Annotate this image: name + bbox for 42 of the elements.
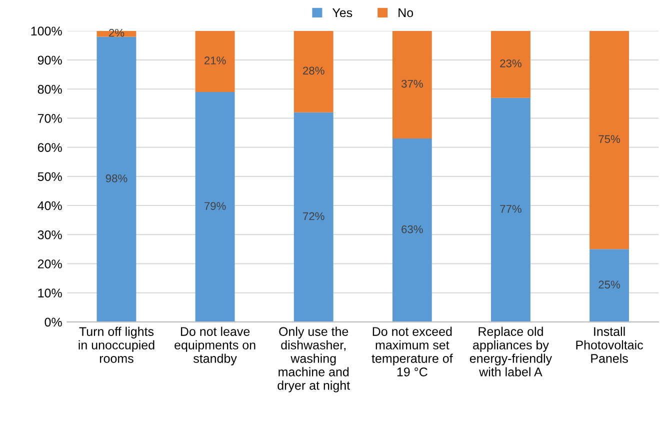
x-tick-label: Install Photovoltaic Panels — [576, 326, 643, 363]
y-tick-label: 70% — [38, 114, 62, 123]
y-tick-label: 50% — [38, 172, 62, 182]
data-label: 79% — [204, 202, 226, 210]
x-tick-label: Do not leave equipments on standby — [174, 326, 256, 366]
bar — [392, 30, 432, 139]
data-label: 28% — [303, 66, 324, 75]
data-label: 72% — [303, 212, 324, 220]
bar — [590, 249, 629, 322]
x-tick-label: Turn off lights in unoccupied rooms — [78, 326, 154, 363]
bar — [195, 30, 235, 92]
legend-label: No — [398, 8, 414, 18]
data-label: 75% — [598, 135, 620, 143]
legend-label: Yes — [332, 8, 352, 18]
y-tick-label: 0% — [44, 318, 62, 327]
y-tick-label: 20% — [38, 260, 62, 268]
bar — [294, 112, 334, 322]
data-label: 77% — [500, 205, 522, 213]
y-tick-label: 60% — [38, 143, 62, 152]
y-tick-label: 100% — [31, 26, 62, 36]
bar — [491, 98, 530, 322]
data-label: 21% — [204, 56, 226, 64]
y-tick-label: 90% — [38, 56, 62, 65]
y-tick-label: 80% — [38, 84, 62, 94]
data-label: 23% — [500, 59, 522, 68]
data-label: 2% — [109, 28, 124, 37]
x-tick-label: Only use the dishwasher, washing machine and dryer at night — [278, 326, 350, 392]
data-label: 37% — [401, 80, 423, 88]
x-tick-label: Do not exceed maximum set temperature of 19 °C — [372, 326, 453, 376]
bar — [96, 36, 136, 322]
bar — [392, 138, 432, 322]
bar — [491, 30, 530, 98]
y-tick-label: 40% — [38, 201, 62, 210]
data-label: 98% — [106, 174, 128, 182]
y-tick-label: 30% — [38, 230, 62, 240]
y-tick-label: 10% — [38, 288, 62, 298]
data-label: 63% — [402, 225, 423, 234]
bar — [294, 30, 334, 112]
x-tick-label: Replace old appliances by energy-friendly with label A — [470, 326, 552, 376]
bar — [195, 92, 235, 322]
data-label: 25% — [598, 280, 620, 289]
bar — [590, 30, 629, 250]
